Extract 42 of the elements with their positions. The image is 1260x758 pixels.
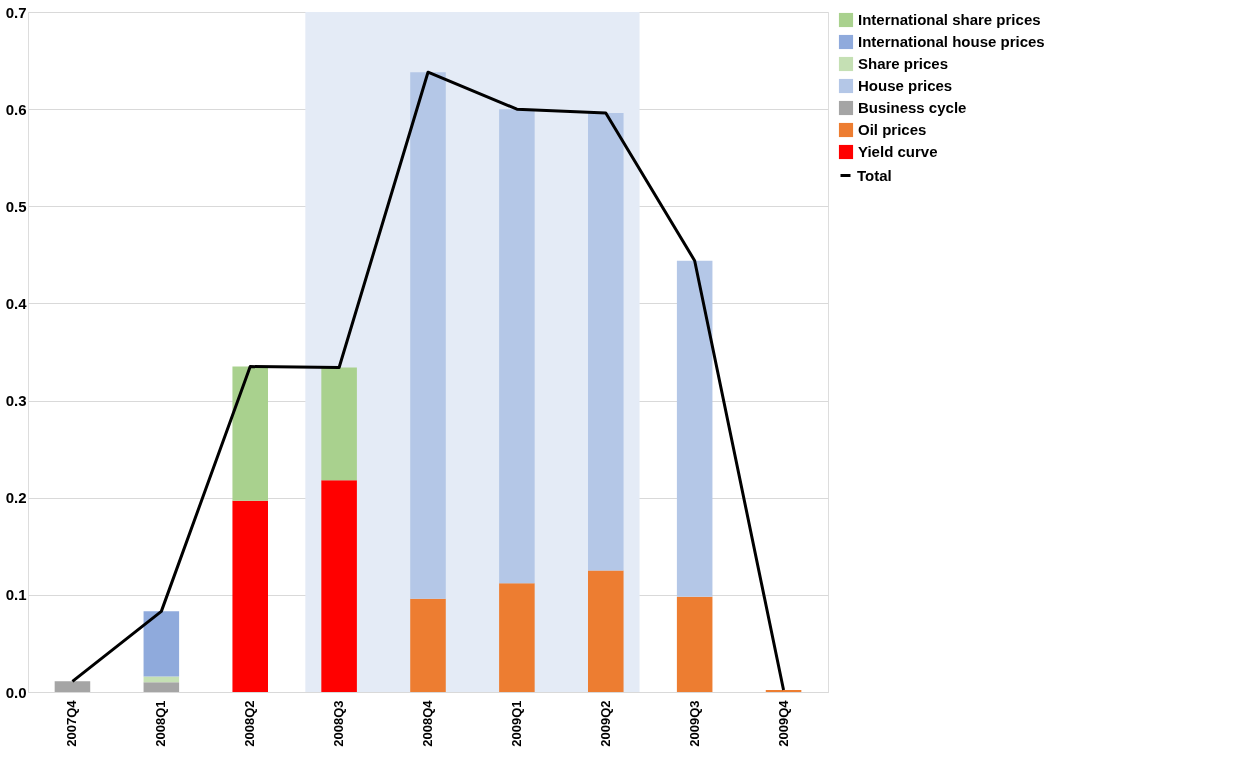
bar (321, 480, 357, 692)
bar (588, 113, 624, 571)
bar (499, 583, 535, 692)
legend-label: Total (857, 166, 892, 184)
y-tick-label: 0.6 (5, 100, 27, 118)
bar (143, 611, 180, 677)
x-tick-label: 2008Q4 (420, 699, 435, 747)
y-tick-label: 0.5 (5, 197, 27, 215)
y-tick-label: 0.3 (5, 392, 27, 410)
legend-label: Yield curve (858, 143, 938, 160)
bar (143, 676, 180, 683)
line-series (70, 70, 786, 692)
legend-label: International house prices (858, 33, 1045, 50)
bar (676, 596, 713, 692)
x-tick-label: 2008Q2 (242, 700, 258, 747)
x-tick-label: 2009Q4 (775, 699, 791, 747)
bar (321, 367, 357, 481)
legend-label: International share prices (858, 11, 1041, 28)
bar (143, 682, 180, 692)
legend-label: Oil prices (858, 121, 927, 138)
x-tick-label: 2008Q3 (331, 700, 347, 747)
bar (410, 72, 446, 599)
x-tick-label: 2009Q1 (508, 700, 524, 747)
x-tick-label: 2009Q3 (686, 700, 702, 747)
bar (588, 570, 624, 692)
bar (676, 260, 713, 597)
y-tick-label: 0.4 (5, 294, 28, 312)
y-tick-label: 0.7 (5, 3, 27, 21)
y-tick-label: 0.2 (5, 489, 27, 507)
x-tick-label: 2009Q2 (597, 700, 613, 747)
bar (232, 366, 268, 501)
bar (499, 109, 535, 584)
legend-label: Share prices (858, 55, 949, 72)
bar (410, 598, 446, 692)
y-tick-label: 0.0 (5, 683, 27, 701)
x-tick-label: 2007Q4 (64, 699, 80, 747)
bar (232, 500, 268, 692)
legend-label: Business cycle (858, 99, 967, 116)
x-tick-label: 2008Q1 (153, 700, 169, 747)
bar (54, 681, 91, 692)
y-tick-label: 0.1 (5, 586, 27, 604)
legend-label: House prices (858, 77, 953, 94)
